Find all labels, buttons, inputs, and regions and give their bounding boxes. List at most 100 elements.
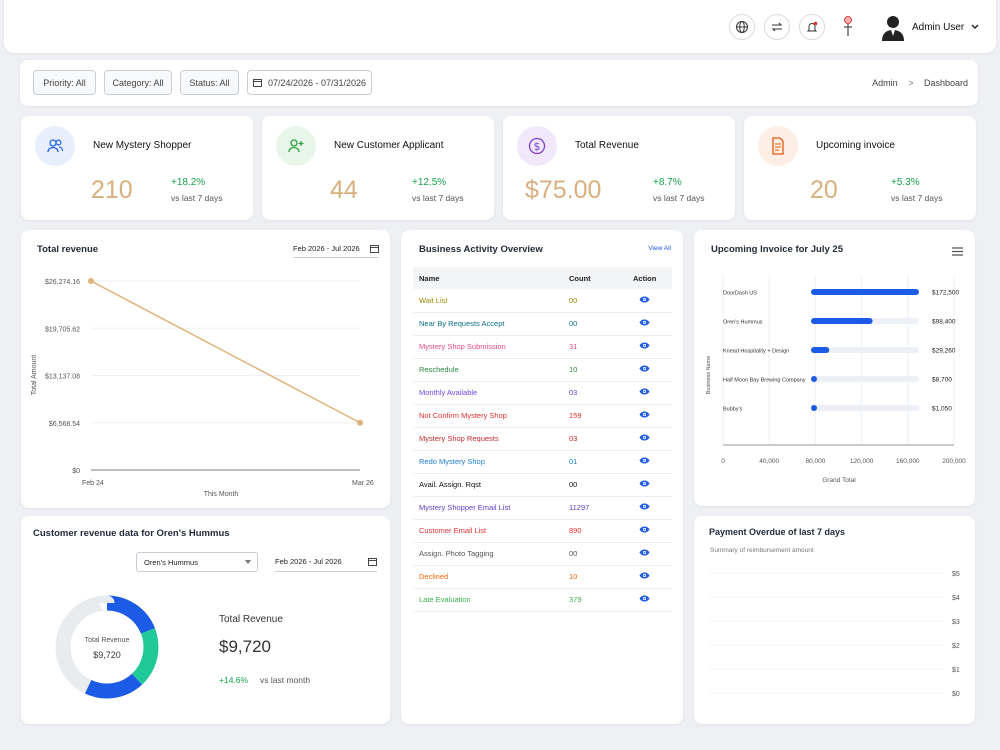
bar-track <box>811 347 919 353</box>
upcoming-invoice-title: Upcoming Invoice for July 25 <box>711 244 843 255</box>
eye-icon[interactable] <box>639 411 650 418</box>
stat-card-new-mystery-shopper: New Mystery Shopper 210 +18.2% vs last 7… <box>21 116 253 220</box>
eye-icon[interactable] <box>639 503 650 510</box>
chevron-down-icon[interactable] <box>971 24 979 30</box>
y-tick-label: $13,137.08 <box>45 374 80 381</box>
activity-name[interactable]: Late Evaluation <box>413 588 563 612</box>
dollar-icon: $ <box>517 126 557 166</box>
calendar-icon <box>368 558 377 566</box>
upcoming-invoice-card: Upcoming Invoice for July 25 0 40,000 80,0… <box>694 230 975 506</box>
activity-name[interactable]: Mystery Shop Submission <box>413 335 563 359</box>
action-cell <box>621 289 672 313</box>
eye-icon[interactable] <box>639 388 650 395</box>
breadcrumb-separator: > <box>908 78 914 88</box>
bar-value-label: $172,500 <box>932 290 959 297</box>
eye-icon[interactable] <box>639 595 650 602</box>
payment-overdue-title: Payment Overdue of last 7 days <box>709 527 846 537</box>
x-axis-label: This Month <box>204 491 239 498</box>
y-tick-label: $0 <box>72 468 80 475</box>
total-revenue-card: Total revenue Feb 2026 - Jul 2026 $26,27… <box>21 230 390 508</box>
breadcrumb-admin[interactable]: Admin <box>872 78 898 88</box>
column-header-count: Count <box>563 267 621 289</box>
invoice-icon <box>758 126 798 166</box>
column-header-name: Name <box>413 267 563 289</box>
date-range-picker[interactable]: 07/24/2026 - 07/31/2026 <box>247 70 372 95</box>
eye-icon[interactable] <box>639 296 650 303</box>
user-name[interactable]: Admin User <box>912 22 965 33</box>
stat-card-new-customer-applicant: New Customer Applicant 44 +12.5% vs last… <box>262 116 494 220</box>
action-cell <box>621 473 672 497</box>
bar[interactable] <box>811 347 830 353</box>
activity-name[interactable]: Assign. Photo Tagging <box>413 542 563 566</box>
table-row: Mystery Shopper Email List 11297 <box>413 496 672 520</box>
activity-count: 03 <box>563 381 621 405</box>
menu-icon[interactable] <box>952 247 963 256</box>
category-label: Half Moon Bay Brewing Company <box>723 378 806 384</box>
activity-name[interactable]: Near By Requests Accept <box>413 312 563 336</box>
total-revenue-value: $9,720 <box>219 637 271 656</box>
table-header-row: Name Count Action <box>413 267 672 289</box>
x-tick-label: 160,000 <box>896 458 920 465</box>
bar[interactable] <box>811 405 817 411</box>
customer-date-picker[interactable]: Feb 2026 - Jul 2026 <box>275 552 377 572</box>
chevron-down-icon <box>245 560 251 564</box>
activity-count: 159 <box>563 404 621 428</box>
table-row: Reschedule 10 <box>413 358 672 382</box>
eye-icon[interactable] <box>639 549 650 556</box>
table-row: Redo Mystery Shop 01 <box>413 450 672 474</box>
activity-name[interactable]: Reschedule <box>413 358 563 382</box>
action-cell <box>621 519 672 543</box>
category-label: Bubby's <box>723 407 743 413</box>
data-point[interactable] <box>357 419 363 426</box>
donut-segment[interactable] <box>55 595 159 699</box>
add-user-icon <box>276 126 316 166</box>
action-cell <box>621 427 672 451</box>
activity-name[interactable]: Avail. Assign. Rqst <box>413 473 563 497</box>
revenue-date-picker[interactable]: Feb 2026 - Jul 2026 <box>293 240 379 258</box>
donut-segment[interactable] <box>55 595 159 699</box>
view-all-link[interactable]: View All <box>648 245 671 252</box>
breadcrumb: Admin > Dashboard <box>872 78 968 88</box>
eye-icon[interactable] <box>639 365 650 372</box>
donut-segment[interactable] <box>55 595 159 699</box>
eye-icon[interactable] <box>639 319 650 326</box>
stat-value: 44 <box>330 176 358 204</box>
bar-value-label: $98,400 <box>932 319 956 326</box>
activity-name[interactable]: Customer Email List <box>413 519 563 543</box>
activity-name[interactable]: Wait List <box>413 289 563 313</box>
customer-select[interactable]: Oren's Hummus <box>136 552 258 572</box>
activity-name[interactable]: Mystery Shop Requests <box>413 427 563 451</box>
eye-icon[interactable] <box>639 526 650 533</box>
activity-name[interactable]: Not Confirm Mystery Shop <box>413 404 563 428</box>
column-header-action: Action <box>621 267 672 289</box>
payment-overdue-card: Payment Overdue of last 7 days Summary o… <box>694 516 975 724</box>
stat-period: vs last 7 days <box>891 193 943 203</box>
table-row: Monthly Available 03 <box>413 381 672 405</box>
priority-filter-button[interactable]: Priority: All <box>33 70 96 95</box>
accessibility-icon[interactable] <box>838 14 858 40</box>
activity-name[interactable]: Monthly Available <box>413 381 563 405</box>
calendar-icon <box>370 245 379 253</box>
eye-icon[interactable] <box>639 457 650 464</box>
activity-name[interactable]: Redo Mystery Shop <box>413 450 563 474</box>
activity-count: 31 <box>563 335 621 359</box>
bar[interactable] <box>811 376 817 382</box>
category-filter-button[interactable]: Category: All <box>104 70 172 95</box>
bar[interactable] <box>811 318 873 324</box>
eye-icon[interactable] <box>639 434 650 441</box>
avatar[interactable] <box>880 13 906 41</box>
eye-icon[interactable] <box>639 342 650 349</box>
activity-name[interactable]: Declined <box>413 565 563 589</box>
eye-icon[interactable] <box>639 480 650 487</box>
swap-icon[interactable] <box>764 14 790 40</box>
top-bar: Admin User <box>4 0 996 53</box>
bar[interactable] <box>811 289 919 295</box>
globe-icon[interactable] <box>729 14 755 40</box>
activity-name[interactable]: Mystery Shopper Email List <box>413 496 563 520</box>
stat-period: vs last 7 days <box>171 193 223 203</box>
data-point[interactable] <box>88 278 94 284</box>
status-filter-button[interactable]: Status: All <box>180 70 239 95</box>
eye-icon[interactable] <box>639 572 650 579</box>
table-row: Declined 10 <box>413 565 672 589</box>
notification-bell-icon[interactable] <box>799 14 825 40</box>
